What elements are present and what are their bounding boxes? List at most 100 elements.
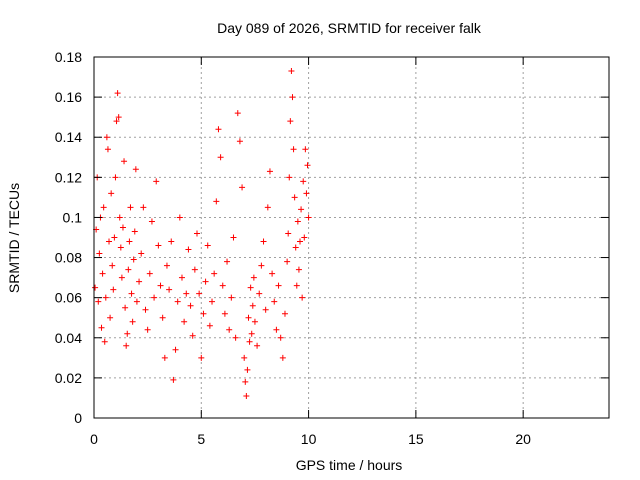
data-point — [266, 168, 273, 175]
data-point — [209, 298, 216, 305]
data-point — [103, 134, 110, 141]
data-point — [163, 262, 170, 269]
data-points — [92, 68, 312, 399]
data-point — [277, 334, 284, 341]
data-point — [172, 346, 179, 353]
data-point — [159, 314, 166, 321]
data-point — [136, 278, 143, 285]
plot-frame — [93, 56, 610, 419]
data-point — [247, 284, 254, 291]
data-point — [273, 326, 280, 333]
y-tick-labels: 0 0.02 0.04 0.06 0.08 0.1 0.12 0.14 0.16 0.18 — [55, 49, 82, 426]
data-point — [291, 194, 298, 201]
data-point — [95, 298, 102, 305]
data-point — [117, 244, 124, 251]
data-point — [285, 230, 292, 237]
data-point — [96, 250, 103, 257]
data-point — [236, 138, 243, 145]
data-point — [189, 332, 196, 339]
y-tick-label: 0.1 — [63, 209, 83, 225]
x-tick-label: 5 — [197, 431, 205, 447]
data-point — [101, 338, 108, 345]
data-point — [133, 298, 140, 305]
data-point — [246, 338, 253, 345]
data-point — [194, 230, 200, 237]
data-point — [132, 166, 139, 173]
y-tick-label: 0.08 — [55, 250, 82, 266]
data-point — [243, 392, 250, 399]
data-point — [275, 282, 282, 289]
x-tick-label: 10 — [301, 431, 317, 447]
data-point — [174, 298, 181, 305]
data-point — [217, 154, 224, 161]
data-point — [293, 282, 300, 289]
data-point — [264, 204, 271, 211]
x-tick-labels: 0 5 10 15 20 — [90, 431, 531, 447]
axis-ticks — [93, 56, 609, 419]
data-point — [224, 258, 231, 265]
y-tick-label: 0.12 — [55, 169, 82, 185]
data-point — [271, 298, 278, 305]
data-point — [298, 206, 305, 213]
data-point — [288, 68, 295, 75]
data-point — [213, 198, 220, 205]
data-point — [166, 286, 173, 293]
data-point — [251, 318, 258, 325]
data-point — [185, 246, 192, 253]
data-point — [244, 366, 251, 373]
data-point — [146, 270, 153, 277]
data-point — [122, 304, 129, 311]
y-axis-title: SRMTID / TECUs — [6, 183, 22, 293]
data-point — [118, 274, 125, 281]
data-point — [123, 342, 130, 349]
data-point — [245, 314, 252, 321]
data-point — [151, 294, 158, 301]
data-point — [153, 178, 160, 185]
data-point — [100, 204, 107, 211]
y-tick-label: 0.14 — [55, 129, 82, 145]
data-point — [168, 238, 175, 245]
x-tick-label: 0 — [90, 431, 98, 447]
x-axis-title: GPS time / hours — [296, 457, 403, 473]
data-point — [102, 294, 109, 301]
y-tick-label: 0 — [74, 410, 82, 426]
data-point — [170, 376, 177, 383]
data-point — [200, 310, 207, 317]
data-point — [269, 270, 276, 277]
data-point — [106, 238, 113, 245]
data-point — [297, 238, 303, 245]
y-tick-label: 0.16 — [55, 89, 82, 105]
data-point — [286, 174, 293, 181]
data-point — [198, 354, 205, 361]
data-point — [284, 258, 291, 265]
data-point — [131, 228, 138, 235]
data-point — [112, 174, 119, 181]
data-point — [92, 284, 99, 291]
data-point — [129, 318, 136, 325]
data-point — [294, 218, 301, 225]
data-point — [249, 302, 256, 309]
data-point — [138, 250, 145, 257]
data-point — [196, 290, 203, 297]
data-point — [140, 204, 147, 211]
data-point — [148, 218, 155, 225]
data-point — [219, 282, 226, 289]
data-point — [178, 274, 185, 281]
data-point — [230, 234, 237, 241]
data-point — [113, 118, 120, 125]
data-point — [109, 262, 116, 269]
data-point — [127, 204, 134, 211]
data-point — [304, 162, 311, 169]
data-point — [287, 118, 294, 125]
data-point — [98, 324, 105, 331]
data-point — [303, 190, 310, 197]
data-point — [292, 244, 299, 251]
data-point — [234, 110, 241, 117]
data-point — [111, 234, 118, 241]
data-point — [126, 238, 133, 245]
data-point — [204, 242, 211, 249]
y-tick-label: 0.06 — [55, 290, 82, 306]
data-point — [116, 214, 123, 221]
data-point — [104, 146, 111, 153]
